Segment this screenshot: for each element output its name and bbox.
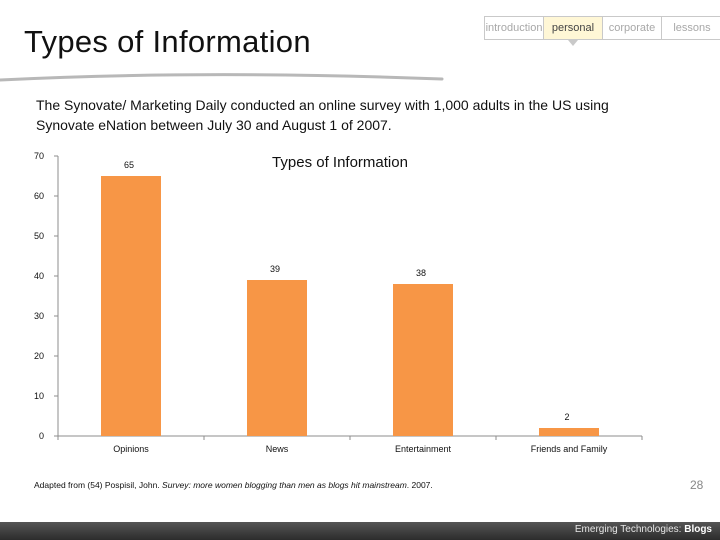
y-tick-label: 50 xyxy=(34,231,44,241)
footer-label-topic: Blogs xyxy=(684,524,712,535)
y-tick-label: 20 xyxy=(34,351,44,361)
y-tick-label: 10 xyxy=(34,391,44,401)
bar-chart: 0 10 20 30 40 50 60 70 65 Opinions 39 News 38 Enterta… xyxy=(34,151,643,454)
y-tick-label: 60 xyxy=(34,191,44,201)
bar-entertainment xyxy=(393,284,453,436)
category-label: Entertainment xyxy=(395,444,452,454)
footnote-suffix: . 2007. xyxy=(406,480,433,490)
bar-news xyxy=(247,280,307,436)
nav-tab-personal[interactable]: personal xyxy=(544,17,603,46)
y-tick-label: 0 xyxy=(39,431,44,441)
y-tick-label: 70 xyxy=(34,151,44,161)
y-tick-label: 40 xyxy=(34,271,44,281)
category-label: Opinions xyxy=(113,444,149,454)
nav-tab-lessons[interactable]: lessons xyxy=(673,22,711,34)
y-tick-label: 30 xyxy=(34,311,44,321)
data-label: 38 xyxy=(416,268,426,278)
data-label: 39 xyxy=(270,264,280,274)
category-label: Friends and Family xyxy=(531,444,608,454)
footnote-title: Survey: more women blogging than men as … xyxy=(162,480,407,490)
survey-description: The Synovate/ Marketing Daily conducted … xyxy=(36,97,609,133)
page-number: 28 xyxy=(690,478,704,492)
bar-opinions xyxy=(101,176,161,436)
chart-container: 0 10 20 30 40 50 60 70 65 Opinions 39 News 38 Enterta… xyxy=(0,140,720,475)
footer-label: Emerging Technologies: Blogs xyxy=(575,524,712,535)
footer-bar: Emerging Technologies: Blogs xyxy=(0,522,720,540)
data-label: 65 xyxy=(124,160,134,170)
nav-tab-corporate[interactable]: corporate xyxy=(603,17,662,39)
data-label: 2 xyxy=(564,412,569,422)
footer-label-prefix: Emerging Technologies: xyxy=(574,524,685,535)
chart-title: Types of Information xyxy=(272,154,408,171)
bar-friends-and-family xyxy=(539,428,599,436)
category-label: News xyxy=(266,444,289,454)
slide-title: Types of Information xyxy=(24,24,311,59)
footnote-prefix: Adapted from (54) Pospisil, John. xyxy=(34,480,163,490)
nav-tab-introduction[interactable]: introduction xyxy=(485,17,544,39)
title-underline-swoosh xyxy=(0,73,444,82)
source-footnote: Adapted from (54) Pospisil, John. Survey… xyxy=(34,480,433,490)
section-nav: introduction personal corporate lessons xyxy=(484,16,720,46)
